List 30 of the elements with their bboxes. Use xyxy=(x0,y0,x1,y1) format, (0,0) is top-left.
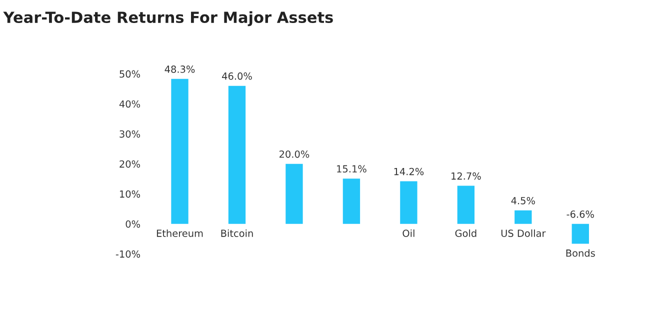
data-label: 14.2% xyxy=(394,168,424,176)
bar xyxy=(228,86,246,224)
x-tick-label: Bonds xyxy=(566,249,595,257)
bar xyxy=(286,164,303,224)
data-label: 15.1% xyxy=(337,165,366,173)
bar xyxy=(572,224,589,244)
y-tick-label: 50% xyxy=(120,70,140,78)
bar xyxy=(171,78,188,224)
y-tick-label: 40% xyxy=(119,100,140,108)
data-label: -6.6% xyxy=(566,210,594,218)
bar xyxy=(514,210,532,224)
x-tick-label: Ethereum xyxy=(156,229,203,237)
bar xyxy=(457,186,475,224)
y-tick-label: 30% xyxy=(120,130,140,138)
x-tick-label: Oil xyxy=(402,229,414,237)
chart-title: Year-To-Date Returns For Major Assets xyxy=(3,11,333,26)
bar xyxy=(400,181,418,224)
data-label: 46.0% xyxy=(222,72,252,80)
x-tick-label: Bitcoin xyxy=(221,229,253,237)
data-label: 48.3% xyxy=(164,66,195,73)
x-tick-label: Gold xyxy=(455,229,476,237)
y-tick-label: -10% xyxy=(116,250,140,258)
bar xyxy=(342,178,360,224)
data-label: 12.7% xyxy=(452,172,481,180)
y-tick-label: 20% xyxy=(120,160,140,168)
data-label: 4.5% xyxy=(511,196,535,204)
y-tick-label: 0% xyxy=(126,220,140,228)
y-tick-label: 10% xyxy=(120,190,140,198)
x-tick-label: US Dollar xyxy=(501,229,546,237)
data-label: 20.0% xyxy=(279,150,310,158)
